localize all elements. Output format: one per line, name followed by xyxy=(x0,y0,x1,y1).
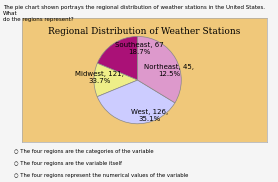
Wedge shape xyxy=(138,36,181,103)
Wedge shape xyxy=(97,36,138,80)
Text: ○ The four regions are the categories of the variable: ○ The four regions are the categories of… xyxy=(14,149,153,154)
Text: Midwest, 121,
33.7%: Midwest, 121, 33.7% xyxy=(75,71,124,84)
Text: West, 126,
35.1%: West, 126, 35.1% xyxy=(131,109,168,122)
Text: Northeast, 45,
12.5%: Northeast, 45, 12.5% xyxy=(144,64,194,77)
Wedge shape xyxy=(94,63,138,97)
Text: ○ The four regions represent the numerical values of the variable: ○ The four regions represent the numeric… xyxy=(14,173,188,178)
Wedge shape xyxy=(97,80,175,124)
Text: Southeast, 67
18.7%: Southeast, 67 18.7% xyxy=(115,42,164,55)
Text: Regional Distribution of Weather Stations: Regional Distribution of Weather Station… xyxy=(48,27,241,36)
Text: ○ The four regions are the variable itself: ○ The four regions are the variable itse… xyxy=(14,161,122,166)
Text: The pie chart shown portrays the regional distribution of weather stations in th: The pie chart shown portrays the regiona… xyxy=(3,5,267,22)
